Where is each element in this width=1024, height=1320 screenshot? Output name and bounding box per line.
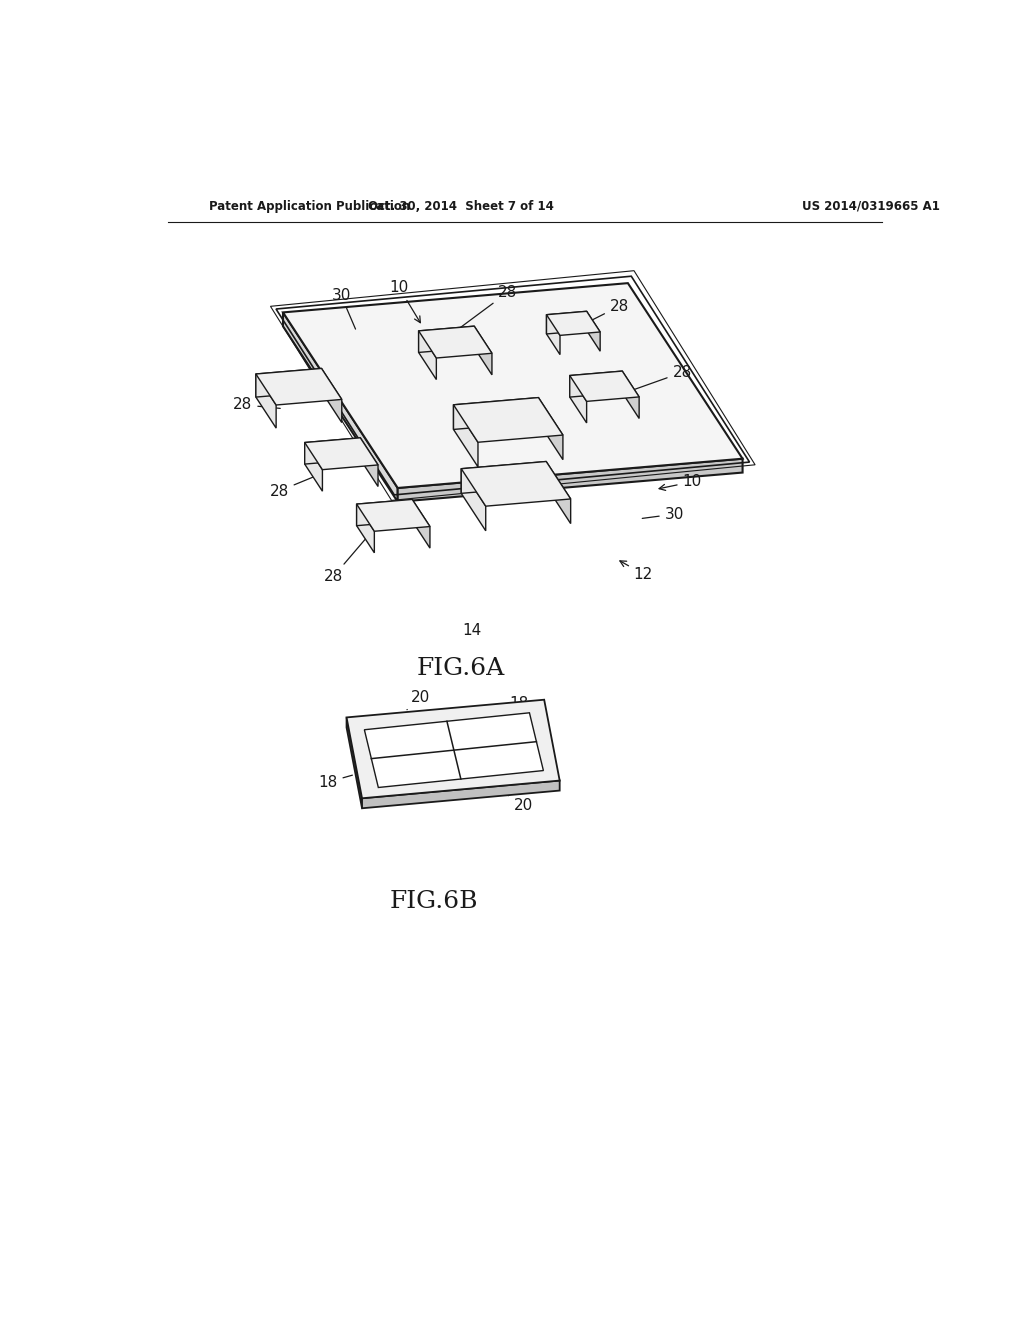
Polygon shape <box>360 438 378 487</box>
Polygon shape <box>569 376 587 422</box>
Text: 28: 28 <box>233 397 281 412</box>
Polygon shape <box>474 326 492 375</box>
Polygon shape <box>454 397 539 429</box>
Polygon shape <box>346 718 362 808</box>
Polygon shape <box>356 504 375 553</box>
Polygon shape <box>461 469 485 531</box>
Polygon shape <box>546 462 570 524</box>
Polygon shape <box>256 368 342 405</box>
Polygon shape <box>283 284 742 488</box>
Text: Oct. 30, 2014  Sheet 7 of 14: Oct. 30, 2014 Sheet 7 of 14 <box>369 199 554 213</box>
Text: 20: 20 <box>508 795 532 813</box>
Polygon shape <box>587 312 600 351</box>
Polygon shape <box>356 499 413 525</box>
Polygon shape <box>283 313 397 502</box>
Text: 30: 30 <box>642 507 684 521</box>
Polygon shape <box>256 374 276 428</box>
Text: 28: 28 <box>324 537 367 583</box>
Polygon shape <box>539 397 563 459</box>
Polygon shape <box>256 368 322 397</box>
Polygon shape <box>413 499 430 548</box>
Text: 28: 28 <box>574 298 629 329</box>
Polygon shape <box>419 326 492 358</box>
Polygon shape <box>419 326 474 352</box>
Text: FIG.6B: FIG.6B <box>390 890 478 913</box>
Polygon shape <box>454 397 563 442</box>
Polygon shape <box>397 459 742 502</box>
Text: 12: 12 <box>620 561 653 582</box>
Text: 10: 10 <box>389 280 420 322</box>
Polygon shape <box>547 312 600 335</box>
Polygon shape <box>569 371 623 397</box>
Polygon shape <box>569 371 639 401</box>
Polygon shape <box>356 499 430 531</box>
Text: 10: 10 <box>659 474 701 491</box>
Text: FIG.6A: FIG.6A <box>417 657 506 680</box>
Text: 14: 14 <box>463 623 482 638</box>
Text: 28: 28 <box>269 474 322 499</box>
Polygon shape <box>461 462 570 506</box>
Polygon shape <box>346 700 560 799</box>
Polygon shape <box>623 371 639 418</box>
Text: US 2014/0319665 A1: US 2014/0319665 A1 <box>802 199 940 213</box>
Polygon shape <box>547 314 560 355</box>
Text: 28: 28 <box>611 364 692 397</box>
Text: 30: 30 <box>332 288 355 329</box>
Polygon shape <box>365 713 544 788</box>
Polygon shape <box>461 462 546 494</box>
Text: 28: 28 <box>452 285 517 334</box>
Polygon shape <box>305 438 378 470</box>
Polygon shape <box>305 438 360 465</box>
Text: 18: 18 <box>465 696 529 725</box>
Polygon shape <box>454 405 478 467</box>
Polygon shape <box>305 442 323 491</box>
Polygon shape <box>547 312 587 334</box>
Polygon shape <box>362 780 560 808</box>
Text: Patent Application Publication: Patent Application Publication <box>209 199 411 213</box>
Text: 20: 20 <box>407 690 430 710</box>
Polygon shape <box>419 331 436 380</box>
Polygon shape <box>322 368 342 422</box>
Text: 18: 18 <box>318 775 352 789</box>
